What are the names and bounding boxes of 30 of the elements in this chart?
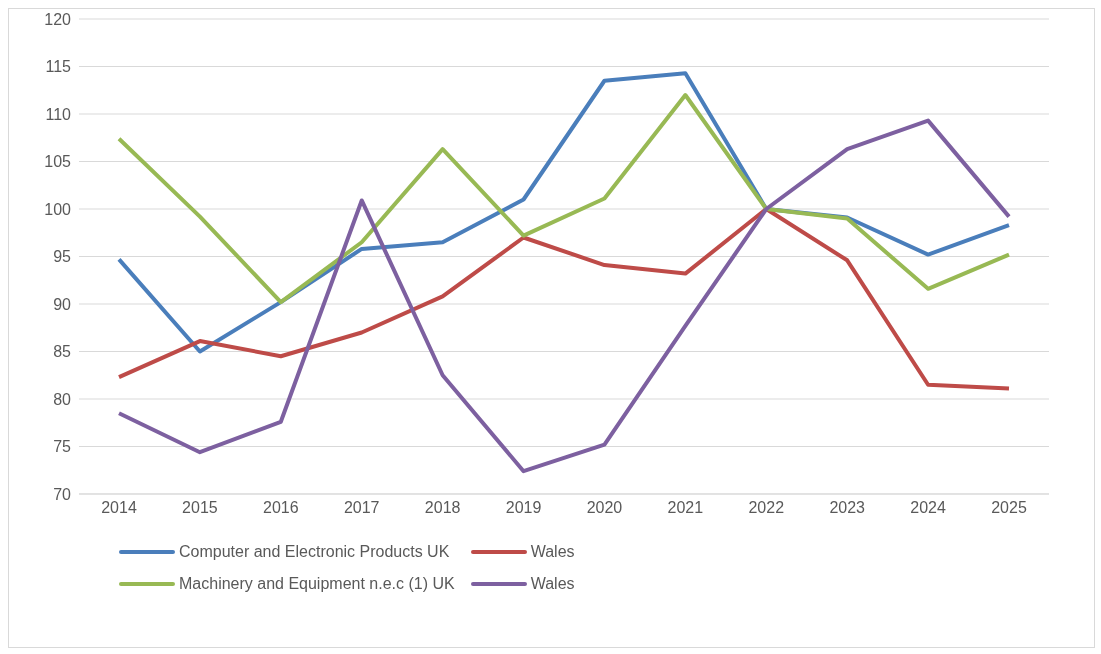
legend-label: Computer and Electronic Products UK — [179, 543, 450, 561]
y-tick-label: 90 — [53, 295, 72, 313]
y-tick-label: 100 — [44, 200, 72, 218]
x-tick-label: 2018 — [424, 499, 461, 517]
x-tick-label: 2021 — [667, 499, 704, 517]
x-tick-label: 2014 — [101, 499, 137, 517]
y-tick-label: 70 — [53, 485, 72, 503]
legend-label: Wales — [530, 543, 575, 561]
y-tick-label: 80 — [53, 390, 72, 408]
y-tick-label: 115 — [45, 58, 72, 76]
legend-label: Machinery and Equipment n.e.c (1) UK — [179, 575, 455, 593]
x-tick-label: 2015 — [182, 499, 218, 517]
x-tick-label: 2016 — [263, 499, 299, 517]
legend-label: Wales — [530, 575, 575, 593]
y-tick-label: 95 — [53, 248, 72, 266]
x-tick-label: 2025 — [991, 499, 1027, 517]
x-tick-label: 2019 — [505, 499, 542, 517]
x-tick-label: 2017 — [343, 499, 380, 517]
x-tick-label: 2022 — [748, 499, 785, 517]
y-tick-label: 110 — [45, 105, 72, 123]
line-series — [117, 118, 1011, 474]
x-tick-label: 2023 — [829, 499, 866, 517]
y-tick-label: 120 — [44, 10, 72, 28]
x-tick-label: 2020 — [586, 499, 623, 517]
y-tick-label: 75 — [53, 438, 72, 456]
line-series — [117, 93, 1011, 305]
line-series — [117, 207, 1011, 391]
x-tick-label: 2024 — [910, 499, 946, 517]
y-tick-label: 85 — [53, 343, 72, 361]
y-tick-label: 105 — [44, 153, 72, 171]
